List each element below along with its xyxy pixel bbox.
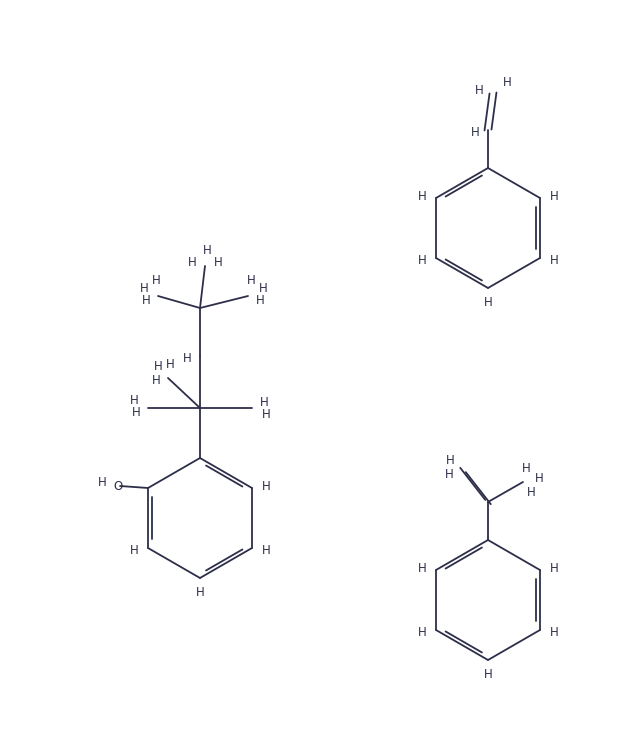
Text: H: H [502, 76, 511, 90]
Text: H: H [261, 544, 270, 556]
Text: H: H [475, 85, 483, 97]
Text: H: H [258, 282, 268, 295]
Text: H: H [183, 353, 192, 365]
Text: H: H [140, 282, 148, 294]
Text: H: H [418, 254, 426, 267]
Text: H: H [535, 473, 543, 485]
Text: H: H [484, 295, 493, 309]
Text: H: H [132, 406, 140, 420]
Text: H: H [188, 257, 197, 270]
Text: H: H [130, 544, 138, 556]
Text: H: H [446, 454, 454, 467]
Text: H: H [130, 393, 138, 406]
Text: H: H [261, 408, 271, 421]
Text: H: H [261, 479, 270, 492]
Text: H: H [151, 275, 161, 288]
Text: H: H [484, 667, 493, 680]
Text: H: H [549, 625, 558, 639]
Text: H: H [418, 562, 426, 575]
Text: H: H [166, 358, 174, 371]
Text: H: H [444, 469, 454, 482]
Text: H: H [471, 127, 480, 140]
Text: H: H [98, 476, 106, 489]
Text: H: H [527, 485, 535, 498]
Text: H: H [418, 190, 426, 202]
Text: H: H [142, 294, 150, 307]
Text: H: H [203, 245, 211, 257]
Text: H: H [247, 275, 255, 288]
Text: H: H [260, 396, 268, 408]
Text: H: H [214, 257, 222, 270]
Text: H: H [549, 190, 558, 202]
Text: H: H [196, 585, 205, 599]
Text: H: H [522, 461, 530, 474]
Text: H: H [418, 625, 426, 639]
Text: O: O [114, 479, 122, 492]
Text: H: H [151, 374, 161, 387]
Text: H: H [549, 254, 558, 267]
Text: H: H [549, 562, 558, 575]
Text: H: H [154, 360, 163, 374]
Text: H: H [256, 294, 265, 307]
